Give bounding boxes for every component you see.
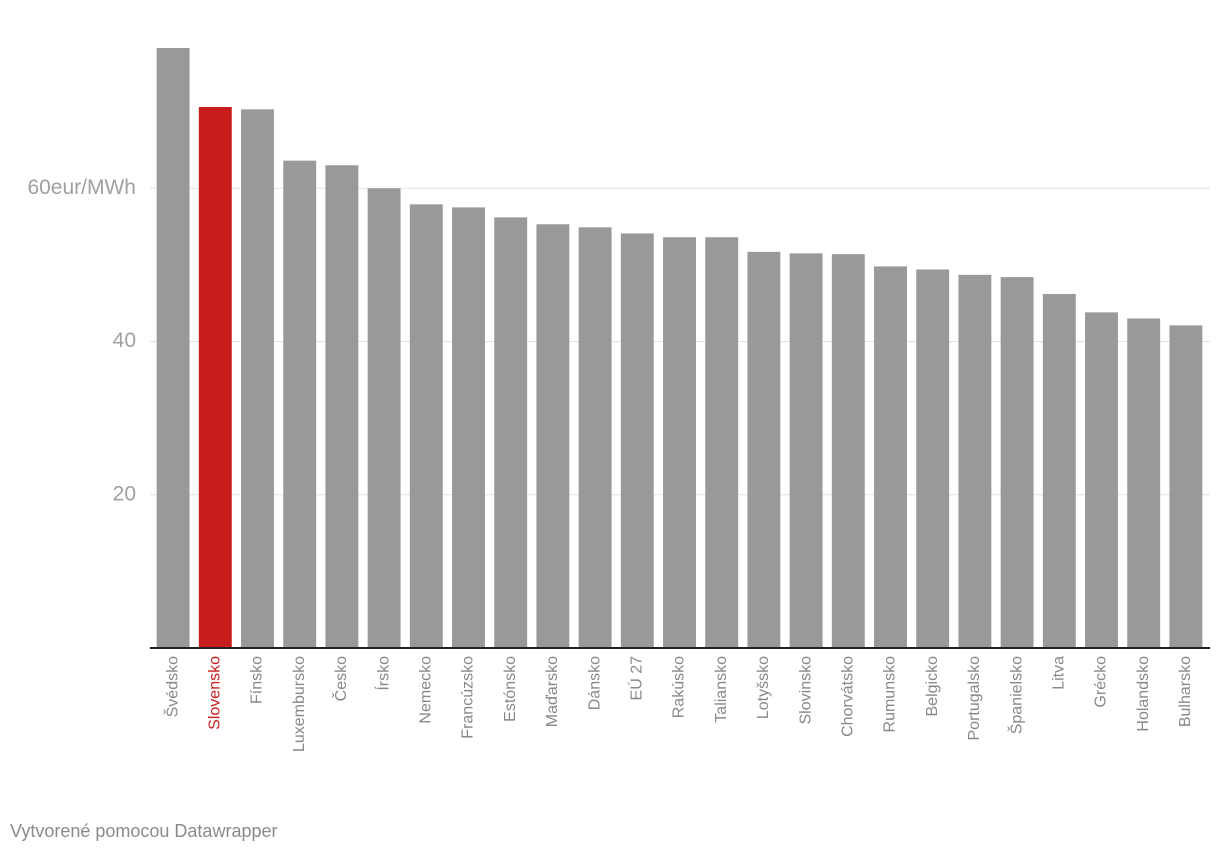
x-tick-label: Holandsko: [1135, 656, 1152, 732]
x-tick-label: Lotyšsko: [755, 656, 772, 719]
bar: [241, 109, 274, 649]
x-tick-label: Dánsko: [586, 656, 603, 710]
x-tick-label: Česko: [331, 656, 350, 701]
x-tick-label: Bulharsko: [1177, 656, 1194, 727]
x-tick-label: Slovinsko: [797, 656, 814, 725]
bar: [705, 237, 739, 648]
x-tick-label: Fínsko: [249, 656, 266, 704]
credit: Vytvorené pomocou Datawrapper: [10, 821, 277, 841]
x-tick-label: Írsko: [373, 656, 392, 691]
bar: [1042, 293, 1076, 648]
bar: [663, 237, 696, 648]
bar: [747, 251, 781, 648]
bar: [831, 254, 865, 649]
x-tick-label: Španielsko: [1006, 656, 1025, 734]
bar: [916, 269, 950, 648]
bar: [283, 160, 317, 648]
bar: [452, 207, 485, 649]
x-tick-label: Belgicko: [924, 656, 941, 717]
x-tick-label: Švédsko: [162, 656, 181, 717]
x-tick-label: Taliansko: [713, 656, 730, 723]
x-tick-label: Maďarsko: [544, 656, 561, 727]
bar: [325, 165, 359, 648]
y-tick-label: 20: [113, 482, 136, 505]
bar: [1127, 318, 1161, 648]
bar: [620, 233, 654, 648]
bar: [367, 188, 401, 648]
bar: [578, 227, 612, 648]
bar: [958, 274, 992, 648]
bar: [1000, 277, 1034, 648]
bar: [536, 224, 570, 648]
x-tick-label: Chorvátsko: [840, 656, 857, 737]
x-tick-label: Rakúsko: [671, 656, 688, 718]
bar: [494, 217, 528, 648]
x-tick-label: EÚ 27: [627, 656, 646, 701]
x-tick-label: Francúzsko: [460, 656, 477, 739]
y-tick-label: 60eur/MWh: [27, 176, 136, 199]
bar: [409, 204, 443, 648]
bar: [1085, 312, 1118, 648]
x-tick-label: Nemecko: [418, 656, 435, 724]
x-tick-label: Litva: [1051, 656, 1068, 690]
bar: [198, 107, 232, 648]
x-tick-label: Grécko: [1093, 656, 1110, 708]
x-tick-label: Rumunsko: [882, 656, 899, 733]
bar: [156, 48, 190, 648]
x-tick-label: Slovensko: [207, 656, 224, 730]
bar: [1169, 325, 1203, 648]
x-tick-label: Luxembursko: [291, 656, 308, 752]
x-tick-label: Estónsko: [502, 656, 519, 722]
x-tick-label: Portugalsko: [966, 656, 983, 741]
y-tick-label: 40: [113, 329, 136, 352]
bar: [789, 253, 823, 648]
bar: [874, 266, 907, 648]
